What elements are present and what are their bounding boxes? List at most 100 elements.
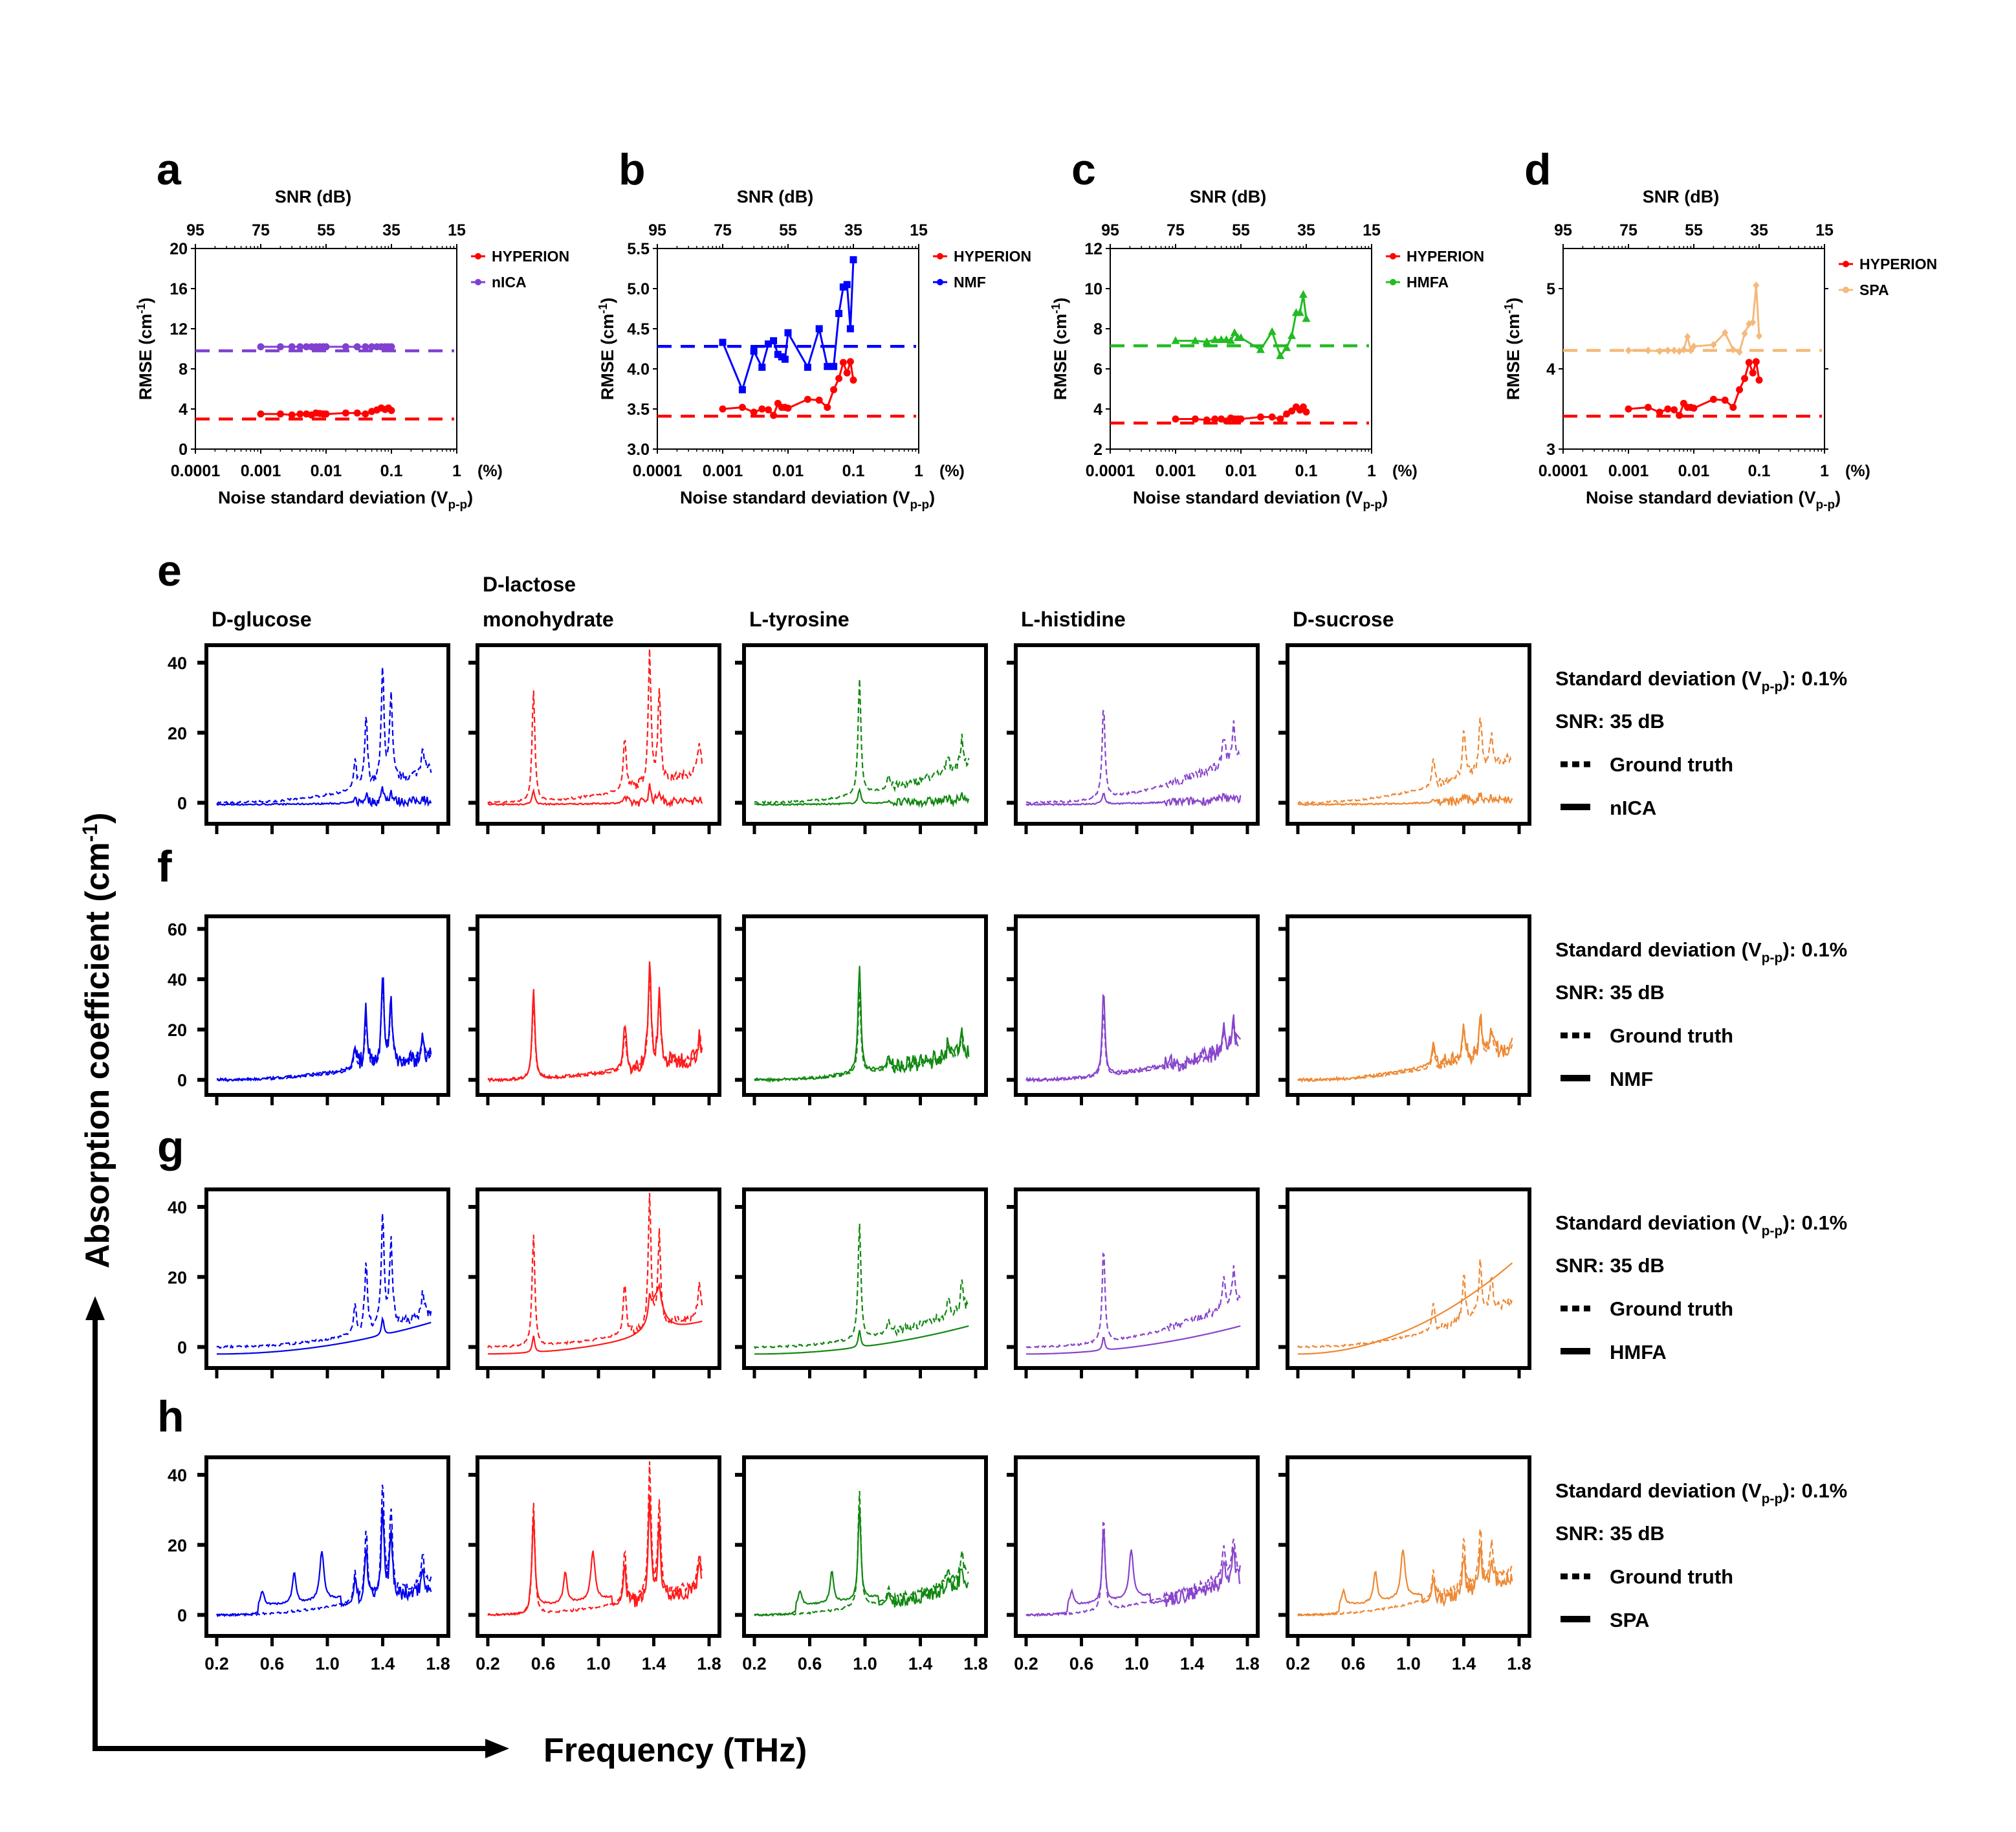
- estimate-line: [1025, 993, 1242, 1083]
- ground-truth-line: [216, 667, 432, 805]
- top-tick-label: 15: [448, 221, 466, 239]
- x-axis-title-end: ): [1382, 488, 1388, 507]
- legend-label: HYPERION: [1859, 256, 1937, 272]
- spectrum-panel-f-3: [1007, 914, 1260, 1105]
- data-point: [1256, 413, 1264, 421]
- data-point: [1172, 415, 1179, 423]
- data-point: [1237, 415, 1245, 423]
- spectrum-panel-g-4: [1278, 1187, 1531, 1378]
- data-point: [1664, 405, 1672, 413]
- data-point: [1656, 408, 1663, 416]
- x-axis-title: Noise standard deviation (Vp-p): [1133, 488, 1388, 512]
- x-tick-label: 0.2: [742, 1654, 767, 1673]
- y-axis-title: RMSE (cm-1): [597, 298, 617, 401]
- panel-letter: d: [1524, 145, 1551, 194]
- x-tick-label: 0.1: [1295, 462, 1318, 480]
- x-tick-label: 1.8: [697, 1654, 721, 1673]
- y-axis-arrowhead-icon: [85, 1296, 105, 1320]
- top-tick-label: 35: [1297, 221, 1315, 239]
- data-point: [1302, 314, 1311, 322]
- x-tick-label: 1.4: [1452, 1654, 1476, 1673]
- data-point: [1749, 318, 1757, 327]
- data-point: [1721, 396, 1729, 404]
- method-legend-label: NMF: [1610, 1068, 1653, 1090]
- x-tick-label: 0.1: [1748, 462, 1771, 480]
- data-point: [843, 369, 851, 377]
- estimate-line: [216, 786, 432, 808]
- legend-label: nICA: [492, 274, 527, 291]
- std-label-text: Standard deviation (V: [1555, 938, 1762, 961]
- data-point: [830, 386, 838, 393]
- x-tick-label: 1.0: [1396, 1654, 1421, 1673]
- data-point: [719, 405, 727, 413]
- plot-frame: [476, 914, 721, 1097]
- snr-label: SNR: 35 dB: [1555, 710, 1665, 733]
- ground-truth-line: [754, 679, 970, 806]
- x-tick-label: 0.0001: [171, 462, 221, 480]
- std-label-text: Standard deviation (V: [1555, 1479, 1762, 1502]
- data-point: [1211, 335, 1220, 344]
- ground-truth-legend-label: Ground truth: [1610, 1024, 1733, 1047]
- data-point: [1191, 415, 1199, 423]
- data-point: [1680, 346, 1687, 354]
- estimate-line: [754, 1506, 969, 1617]
- data-point: [1625, 405, 1632, 413]
- panel-letter: c: [1071, 145, 1096, 194]
- data-point: [1283, 410, 1291, 418]
- data-point: [1625, 346, 1632, 355]
- plot-frame: [742, 1187, 988, 1370]
- rmse-panel-a: a SNR (dB) 95 0.0001 75 0.001 55 0.01 35 0.1 15 1 (%…: [135, 145, 569, 512]
- std-label-sub: p-p: [1762, 1492, 1783, 1506]
- std-label-value: ): 0.1%: [1782, 667, 1847, 690]
- x-tick-label: 0.0001: [1086, 462, 1135, 480]
- data-point: [846, 325, 854, 333]
- spectrum-panel-e-3: [1007, 643, 1260, 834]
- legend-label: HYPERION: [1407, 248, 1484, 265]
- data-point: [1295, 308, 1304, 316]
- data-point: [322, 343, 330, 351]
- method-legend-label: nICA: [1610, 797, 1656, 819]
- y-axis-title-end: ): [136, 298, 155, 303]
- data-point: [804, 395, 811, 403]
- compound-title-line1: D-lactose: [483, 573, 576, 596]
- data-point: [342, 343, 349, 351]
- top-tick-label: 35: [844, 221, 862, 239]
- spectrum-panel-f-0: 0 20 40 60: [168, 914, 450, 1105]
- x-tick-label: 0.6: [1341, 1654, 1366, 1673]
- spectrum-panel-g-1: [468, 1187, 721, 1378]
- y-axis-title-end: ): [598, 298, 617, 303]
- spectrum-panel-h-4: 0.2 0.6 1.0 1.4 1.8: [1278, 1455, 1531, 1673]
- y-axis-title-text: RMSE (cm: [598, 314, 617, 401]
- data-point: [362, 343, 369, 351]
- ground-truth-line: [487, 1193, 703, 1349]
- data-point: [1745, 359, 1753, 366]
- y-axis-title-text: RMSE (cm: [1051, 314, 1070, 401]
- data-point: [276, 343, 284, 351]
- std-label-sub: p-p: [1762, 951, 1783, 966]
- legend-label: HMFA: [1407, 274, 1449, 291]
- ground-truth-line: [216, 1213, 432, 1349]
- y-axis-title-end: ): [1504, 298, 1523, 303]
- std-label: Standard deviation (Vp-p): 0.1%: [1555, 1211, 1847, 1239]
- estimate-line: [754, 787, 970, 809]
- data-point: [1749, 369, 1757, 377]
- x-unit-label: (%): [477, 462, 503, 480]
- estimate-line: [1298, 1262, 1513, 1355]
- series-hmfa: HMFA: [1110, 274, 1449, 359]
- method-legend-label: HMFA: [1610, 1341, 1667, 1363]
- ground-truth-legend-label: Ground truth: [1610, 1297, 1733, 1320]
- data-point: [1664, 346, 1671, 355]
- y-tick-label: 0: [177, 1606, 187, 1626]
- estimate-line: [487, 783, 703, 808]
- x-tick-label: 0.001: [1156, 462, 1196, 480]
- compound-title: L-histidine: [1021, 608, 1126, 631]
- data-point: [843, 281, 851, 289]
- x-tick-label: 0.0001: [1539, 462, 1588, 480]
- data-point: [750, 408, 758, 416]
- x-axis-title: Noise standard deviation (Vp-p): [680, 488, 935, 512]
- ground-truth-line: [1025, 1252, 1241, 1349]
- legend-label: SPA: [1859, 281, 1889, 298]
- estimate-line: [1297, 792, 1513, 807]
- legend-marker: [937, 253, 943, 259]
- y-tick-label: 20: [170, 240, 188, 258]
